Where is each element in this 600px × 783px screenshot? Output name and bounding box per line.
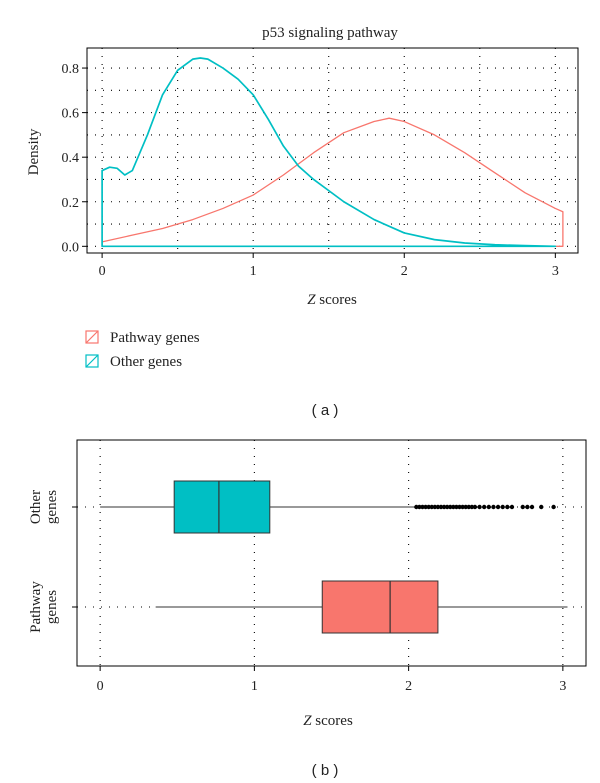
y-tick-label: 0.6 <box>62 107 80 122</box>
outlier-point <box>417 504 422 510</box>
outlier-point <box>432 504 438 510</box>
group-label: Pathwaygenes <box>28 581 60 633</box>
outlier-point <box>491 504 496 510</box>
y-axis-a: 0.0 0.2 0.4 0.6 0.8 <box>62 62 87 255</box>
x-tick-label: 2 <box>405 679 412 694</box>
outlier-point <box>525 504 530 510</box>
box <box>173 480 271 534</box>
x-tick-label: 3 <box>559 679 566 694</box>
x-axis-a: 0 1 2 3 <box>99 253 559 279</box>
y-axis-label: Density <box>26 128 42 175</box>
outlier-point <box>451 504 456 510</box>
x-axis-label-b-italic: Z <box>303 713 312 729</box>
plot-area-a <box>86 47 579 254</box>
outlier-point <box>438 504 444 510</box>
chart-title: p53 signaling pathway <box>262 25 398 41</box>
outlier-point <box>539 504 544 510</box>
x-tick-label: 1 <box>251 679 258 694</box>
outlier-point <box>444 504 450 510</box>
box <box>321 580 439 634</box>
box-group <box>100 480 556 534</box>
outlier-point <box>441 504 447 510</box>
legend-item: Other genes <box>85 354 182 370</box>
x-axis-label-a-rest: scores <box>316 292 357 308</box>
x-tick-label: 0 <box>97 679 104 694</box>
outlier-point <box>429 504 434 510</box>
legend-key-slash <box>85 354 99 368</box>
group-labels: Othergenes Pathwaygenes <box>28 490 77 633</box>
y-tick-label: 0.8 <box>62 62 80 77</box>
x-axis-label-b-rest: scores <box>312 713 353 729</box>
x-tick-label: 0 <box>99 264 106 279</box>
x-axis-label-a: Z scores <box>307 292 357 308</box>
legend: Pathway genes Other genes <box>85 330 200 370</box>
outlier-point <box>482 504 487 510</box>
outlier-point <box>472 504 478 510</box>
legend-label: Other genes <box>110 354 182 370</box>
outlier-point <box>463 504 468 510</box>
density-curve-pathway-genes <box>101 117 564 247</box>
outlier-point <box>486 504 492 510</box>
y-tick-label: 0.4 <box>62 151 80 166</box>
group-label: Othergenes <box>28 490 60 524</box>
outlier-point <box>466 504 471 510</box>
outlier-point <box>509 504 515 510</box>
outlier-point <box>414 504 419 510</box>
outlier-point <box>423 504 428 510</box>
y-tick-label: 0.0 <box>62 240 80 255</box>
x-tick-label: 3 <box>552 264 559 279</box>
outlier-point <box>551 504 556 510</box>
x-tick-label: 2 <box>401 264 408 279</box>
outlier-point <box>500 504 505 510</box>
boxplot-panel: 0 1 2 3 Othergenes Pathwaygenes Z scores <box>28 439 587 729</box>
outlier-point <box>420 504 425 510</box>
box-group <box>155 580 568 634</box>
x-axis-label-a-italic: Z <box>307 292 316 308</box>
density-series <box>101 57 564 248</box>
x-tick-label: 1 <box>250 264 257 279</box>
boxes <box>100 480 568 634</box>
outlier-point <box>477 504 482 510</box>
outlier-point <box>457 504 462 510</box>
legend-key-slash <box>85 330 99 344</box>
legend-item: Pathway genes <box>85 330 200 346</box>
x-axis-b: 0 1 2 3 <box>97 666 566 694</box>
density-curve-other-genes <box>101 57 557 248</box>
caption-a: ( a ) <box>312 402 339 419</box>
outlier-point <box>495 504 501 510</box>
outlier-point <box>505 504 510 510</box>
outlier-point <box>435 504 441 510</box>
outlier-point <box>448 504 453 510</box>
y-tick-label: 0.2 <box>62 196 80 211</box>
outlier-point <box>460 504 465 510</box>
legend-label: Pathway genes <box>110 330 200 346</box>
caption-b: ( b ) <box>312 762 339 779</box>
outlier-point <box>529 504 535 510</box>
outlier-point <box>520 504 525 510</box>
x-axis-label-b: Z scores <box>303 713 353 729</box>
outlier-point <box>469 504 475 510</box>
outlier-point <box>454 504 459 510</box>
outlier-point <box>426 504 431 510</box>
